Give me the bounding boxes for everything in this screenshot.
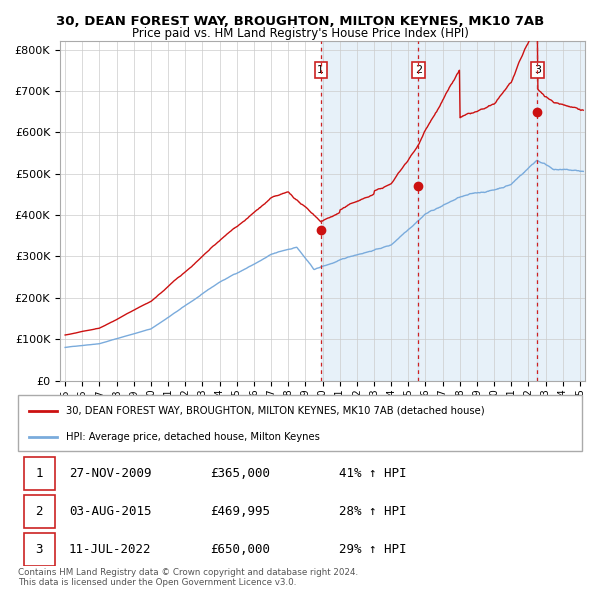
Text: HPI: Average price, detached house, Milton Keynes: HPI: Average price, detached house, Milt…: [66, 432, 320, 442]
FancyBboxPatch shape: [18, 395, 582, 451]
Text: 1: 1: [35, 467, 43, 480]
FancyBboxPatch shape: [23, 533, 55, 566]
Text: 3: 3: [35, 543, 43, 556]
Text: 30, DEAN FOREST WAY, BROUGHTON, MILTON KEYNES, MK10 7AB (detached house): 30, DEAN FOREST WAY, BROUGHTON, MILTON K…: [66, 406, 485, 416]
Text: 03-AUG-2015: 03-AUG-2015: [69, 505, 151, 518]
Text: 27-NOV-2009: 27-NOV-2009: [69, 467, 151, 480]
Text: Contains HM Land Registry data © Crown copyright and database right 2024.
This d: Contains HM Land Registry data © Crown c…: [18, 568, 358, 587]
Text: 3: 3: [534, 65, 541, 76]
Bar: [321, 41, 418, 381]
Text: 2: 2: [415, 65, 422, 76]
Text: 28% ↑ HPI: 28% ↑ HPI: [340, 505, 407, 518]
Text: 2: 2: [35, 505, 43, 518]
FancyBboxPatch shape: [23, 494, 55, 528]
Text: £650,000: £650,000: [210, 543, 270, 556]
Bar: [418, 41, 538, 381]
Text: Price paid vs. HM Land Registry's House Price Index (HPI): Price paid vs. HM Land Registry's House …: [131, 27, 469, 40]
Bar: [538, 41, 589, 381]
Text: 30, DEAN FOREST WAY, BROUGHTON, MILTON KEYNES, MK10 7AB: 30, DEAN FOREST WAY, BROUGHTON, MILTON K…: [56, 15, 544, 28]
Text: £469,995: £469,995: [210, 505, 270, 518]
Text: 11-JUL-2022: 11-JUL-2022: [69, 543, 151, 556]
Text: £365,000: £365,000: [210, 467, 270, 480]
Text: 1: 1: [317, 65, 324, 76]
Text: 29% ↑ HPI: 29% ↑ HPI: [340, 543, 407, 556]
Text: 41% ↑ HPI: 41% ↑ HPI: [340, 467, 407, 480]
FancyBboxPatch shape: [23, 457, 55, 490]
